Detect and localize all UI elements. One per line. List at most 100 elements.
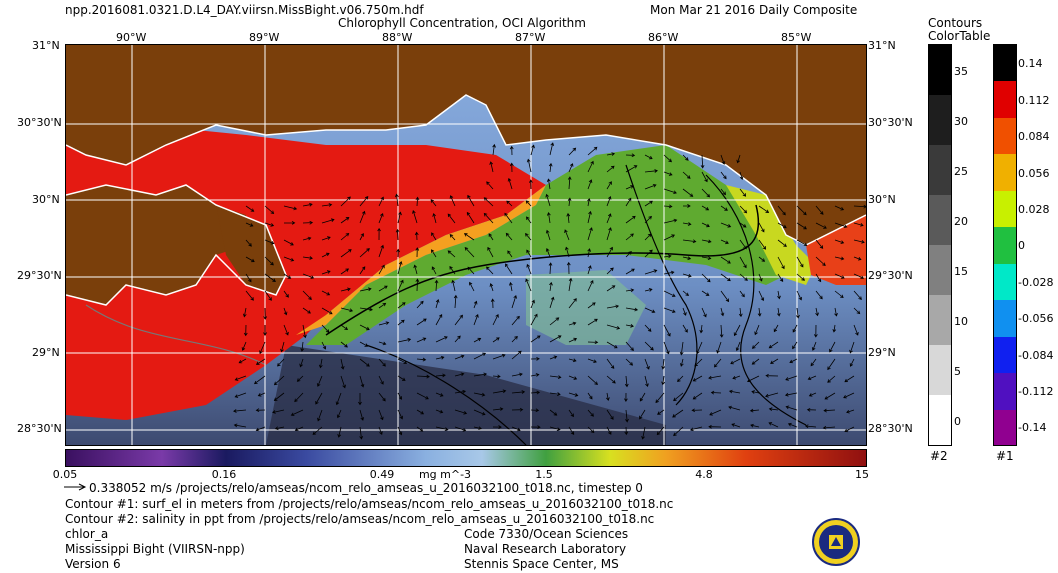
- map-svg: [66, 45, 866, 445]
- current-vector-arrow: [233, 409, 247, 413]
- swatch: [994, 373, 1016, 410]
- contour-line: [325, 204, 760, 336]
- current-vector-arrow: [416, 392, 429, 400]
- current-vector-arrow: [785, 405, 798, 411]
- current-vector-arrow: [644, 358, 650, 370]
- swatch: [929, 395, 951, 445]
- current-vector-arrow: [530, 299, 535, 309]
- current-vector-arrow: [714, 358, 722, 368]
- current-vector-arrow: [340, 324, 349, 331]
- current-vector-arrow: [321, 236, 331, 241]
- lat-label-left: 29°N: [32, 346, 60, 359]
- current-vector-arrow: [549, 392, 561, 396]
- current-vector-arrow: [808, 392, 817, 397]
- current-vector-arrow: [378, 409, 384, 421]
- colorbar-tick: 0.16: [211, 468, 237, 481]
- current-vector-arrow: [785, 375, 798, 381]
- current-vector-arrow: [853, 307, 861, 315]
- current-vector-arrow: [473, 409, 486, 416]
- variable-name: chlor_a: [65, 527, 109, 541]
- current-vector-arrow: [757, 307, 762, 317]
- current-vector-arrow: [846, 409, 855, 414]
- current-vector-arrow: [644, 169, 658, 173]
- swatch: [994, 227, 1016, 264]
- contour2-info: Contour #2: salinity in ppt from /projec…: [65, 512, 655, 526]
- current-vector-arrow: [777, 256, 785, 270]
- current-vector-arrow: [233, 423, 247, 428]
- current-vector-arrow: [283, 307, 288, 316]
- current-vector-arrow: [467, 194, 475, 207]
- current-vector-arrow: [606, 246, 613, 258]
- current-vector-arrow: [624, 392, 628, 402]
- offshore-green-patch: [526, 270, 646, 345]
- current-vector-arrow: [565, 246, 570, 258]
- colorbar-units: mg m^-3: [418, 468, 472, 481]
- current-vector-arrow: [245, 273, 252, 283]
- current-vector-arrow: [415, 278, 420, 292]
- current-vector-arrow: [377, 227, 381, 241]
- current-vector-arrow: [606, 409, 614, 420]
- swatch: [994, 410, 1016, 445]
- current-vector-arrow: [796, 307, 800, 319]
- table1-label: 0.112: [1018, 94, 1050, 107]
- current-vector-arrow: [568, 321, 577, 326]
- current-vector-arrow: [245, 222, 254, 227]
- current-vector-arrow: [683, 204, 691, 208]
- current-vector-arrow: [454, 354, 465, 360]
- current-vector-arrow: [454, 372, 465, 377]
- current-vector-arrow: [730, 358, 741, 365]
- current-vector-arrow: [359, 266, 366, 275]
- current-vector-arrow: [777, 222, 787, 229]
- lon-label-top: 90°W: [116, 31, 147, 44]
- lat-label-left: 30°N: [32, 193, 60, 206]
- current-vector-arrow: [832, 324, 837, 333]
- current-vector-arrow: [397, 261, 403, 275]
- current-vector-arrow: [566, 212, 571, 224]
- current-vector-arrow: [336, 409, 342, 419]
- current-vector-arrow: [606, 195, 612, 207]
- current-vector-arrow: [733, 324, 741, 337]
- current-vector-arrow: [321, 252, 330, 258]
- current-vector-arrow: [853, 290, 862, 300]
- current-vector-arrow: [473, 313, 479, 326]
- current-vector-arrow: [264, 256, 274, 266]
- current-vector-arrow: [701, 273, 711, 283]
- current-vector-arrow: [255, 426, 266, 432]
- current-vector-arrow: [661, 358, 666, 370]
- current-vector-arrow: [644, 154, 653, 160]
- current-vector-arrow: [568, 337, 578, 343]
- current-vector-arrow: [768, 422, 779, 428]
- current-vector-arrow: [736, 154, 741, 164]
- current-vector-arrow: [567, 197, 572, 207]
- current-vector-arrow: [677, 375, 684, 383]
- current-vector-arrow: [587, 179, 593, 190]
- current-vector-arrow: [302, 307, 311, 314]
- current-vector-arrow: [719, 324, 724, 338]
- current-vector-arrow: [822, 425, 836, 430]
- current-vector-arrow: [283, 205, 298, 211]
- chlorophyll-map[interactable]: [65, 44, 867, 446]
- current-vector-arrow: [682, 273, 692, 278]
- lon-label-top: 87°W: [515, 31, 546, 44]
- colorbar-tick: 4.8: [695, 468, 713, 481]
- current-vector-arrow: [283, 256, 295, 262]
- current-vector-arrow: [416, 337, 427, 343]
- current-vector-arrow: [454, 335, 461, 343]
- current-vector-arrow: [302, 324, 307, 339]
- current-vector-arrow: [263, 325, 267, 336]
- table2-label: 25: [954, 165, 968, 178]
- current-vector-arrow: [397, 211, 402, 224]
- current-vector-arrow: [335, 392, 342, 406]
- current-vector-arrow: [777, 273, 784, 282]
- current-vector-arrow: [815, 239, 824, 249]
- lat-label-left: 31°N: [32, 39, 60, 52]
- current-vector-arrow: [765, 373, 779, 378]
- current-vector-arrow: [337, 426, 342, 438]
- current-vector-arrow: [526, 249, 532, 258]
- current-vector-arrow: [776, 307, 781, 317]
- current-vector-arrow: [378, 264, 385, 275]
- current-vector-arrow: [397, 337, 412, 343]
- current-vector-arrow: [431, 249, 437, 258]
- current-vector-arrow: [264, 239, 275, 245]
- current-vector-arrow: [739, 290, 745, 298]
